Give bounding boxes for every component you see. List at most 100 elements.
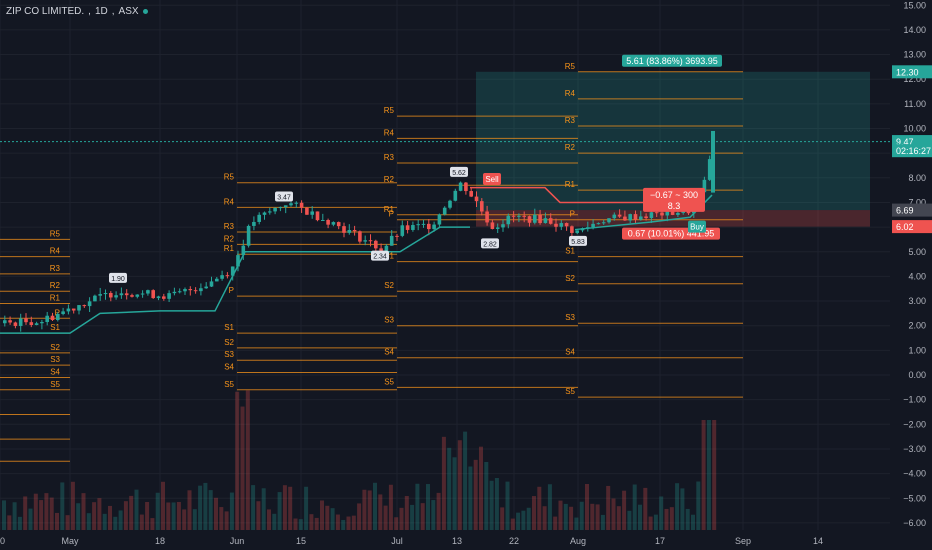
candle <box>654 212 659 214</box>
volume-bar <box>198 485 203 530</box>
candle <box>464 182 468 192</box>
volume-bar <box>7 515 12 530</box>
volume-bar <box>330 508 335 530</box>
volume-bar <box>410 504 415 530</box>
candle <box>458 182 463 191</box>
volume-bar <box>304 486 309 530</box>
volume-bar <box>420 503 425 530</box>
candle <box>432 224 436 230</box>
y-axis-label: −4.00 <box>903 469 926 479</box>
candle <box>453 190 458 201</box>
y-axis-label: 11.00 <box>904 99 926 109</box>
volume-bar <box>648 516 653 530</box>
volume-bar <box>12 502 17 530</box>
candle <box>352 229 357 232</box>
volume-bar <box>171 502 176 530</box>
candle <box>77 305 81 311</box>
volume-bar <box>510 518 515 530</box>
volume-bar <box>383 505 388 530</box>
candle <box>660 212 664 216</box>
qty-label: −0.67 ~ 300 <box>650 190 698 200</box>
volume-bar <box>108 505 112 530</box>
candle <box>400 225 405 236</box>
candle <box>363 240 367 242</box>
price-badge-label: 9.47 <box>896 137 914 147</box>
peak-label: 3.47 <box>277 195 291 202</box>
volume-bar <box>293 518 298 530</box>
candle <box>358 231 362 242</box>
peak-label: 1.90 <box>111 276 125 283</box>
candle <box>474 196 479 202</box>
candle <box>575 230 579 233</box>
pivot-label: S4 <box>384 348 394 357</box>
qty-label: 8.3 <box>668 201 681 211</box>
volume-bar <box>161 481 165 530</box>
volume-bar <box>33 493 38 530</box>
volume-bar <box>441 436 446 530</box>
volume-bar <box>49 497 54 530</box>
y-axis-label: 8.00 <box>908 173 926 183</box>
candle <box>177 291 182 293</box>
candle <box>119 293 124 296</box>
peak-label-box <box>275 191 293 202</box>
price-badge <box>892 144 932 158</box>
volume-bar <box>426 484 430 530</box>
candle <box>559 223 564 227</box>
candle <box>628 214 632 221</box>
volume-bar <box>664 508 669 530</box>
candle <box>204 286 208 289</box>
candle <box>527 216 532 223</box>
volume-bar <box>357 503 362 530</box>
pivot-label: R2 <box>224 234 235 243</box>
volume-bar <box>712 420 717 530</box>
volume-bar <box>574 517 579 530</box>
interval-label[interactable]: 1D <box>94 6 108 17</box>
candle <box>511 215 516 217</box>
price-badge <box>892 65 932 79</box>
volume-bar <box>341 519 346 530</box>
pivot-label: S5 <box>224 380 234 389</box>
volume-bar <box>155 492 160 530</box>
peak-label: 5.62 <box>452 170 466 177</box>
peak-label-box <box>569 235 587 246</box>
symbol-name[interactable]: ZIP CO LIMITED. <box>6 6 85 17</box>
candle <box>305 207 309 215</box>
candle <box>480 201 484 212</box>
peak-label-box <box>109 272 127 283</box>
candle <box>183 289 187 292</box>
pivot-label: R4 <box>384 128 395 137</box>
pivot-label: R2 <box>565 143 576 152</box>
candle <box>252 221 256 226</box>
volume-bar <box>494 477 499 530</box>
volume-bar <box>261 488 266 530</box>
candle <box>326 219 330 225</box>
volume-bar <box>240 406 245 530</box>
volume-bar <box>224 511 229 530</box>
volume-bar <box>245 390 250 530</box>
candle <box>236 255 240 267</box>
candle <box>485 211 489 223</box>
candle <box>321 219 325 221</box>
pivot-label: R5 <box>224 173 235 182</box>
volume-bar <box>696 481 701 530</box>
candle <box>146 290 150 294</box>
candle <box>347 229 352 233</box>
candle <box>310 211 314 215</box>
price-badge-label: 02:16:27 <box>896 146 931 156</box>
candle <box>517 215 521 217</box>
volume-bar <box>187 490 192 530</box>
x-axis-label: Sep <box>735 536 751 546</box>
volume-bar <box>192 509 197 530</box>
pivot-label: R4 <box>50 247 61 256</box>
candle <box>342 226 346 233</box>
volume-bar <box>701 420 706 530</box>
volume-bar <box>505 481 510 530</box>
pivot-label: R5 <box>565 62 576 71</box>
candle <box>13 322 18 326</box>
pivot-label: R1 <box>224 244 235 253</box>
candle <box>299 202 304 208</box>
volume-bar <box>489 480 494 530</box>
volume-bar <box>351 515 356 530</box>
exchange-label: ASX <box>118 6 139 17</box>
